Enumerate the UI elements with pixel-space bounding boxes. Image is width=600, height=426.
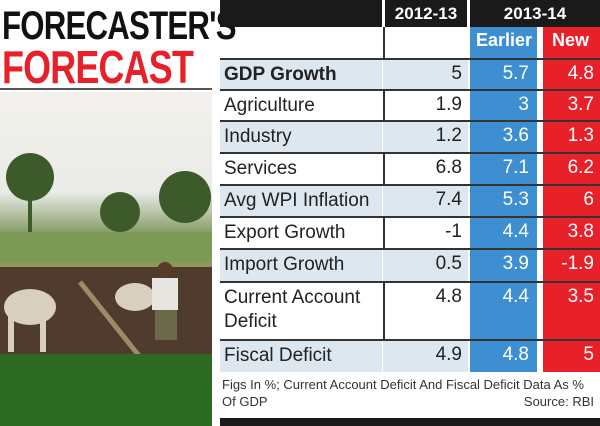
row-label: Current Account Deficit	[224, 287, 361, 332]
value-earlier: 3.9	[502, 253, 529, 274]
title-line-2: FORECAST	[2, 41, 194, 93]
value-2012-13: 0.5	[383, 250, 468, 281]
value-new: 5	[583, 344, 594, 365]
row-label: Import Growth	[220, 250, 382, 281]
value-new: 4.8	[567, 63, 594, 84]
value-2012-13: 1.2	[383, 122, 468, 152]
earlier-column-bg	[470, 27, 537, 372]
source-text: Source: RBI	[523, 394, 594, 409]
header-2013-14: 2013-14	[470, 0, 600, 27]
row-label: Fiscal Deficit	[220, 341, 382, 372]
value-new: -1.9	[561, 253, 594, 274]
value-new: 3.7	[567, 94, 594, 115]
value-2012-13: 6.8	[435, 157, 462, 178]
table-row: Export Growth -1 4.4 3.8	[220, 216, 600, 248]
value-new: 6	[583, 189, 594, 210]
value-2012-13: 4.8	[435, 286, 462, 307]
subheader-earlier: Earlier	[476, 30, 533, 50]
new-column-bg	[543, 27, 600, 372]
table-row: Current Account Deficit 4.8 4.4 3.5	[220, 281, 600, 339]
row-label: GDP Growth	[220, 60, 382, 89]
row-label: Agriculture	[224, 95, 315, 116]
value-new: 1.3	[567, 125, 594, 146]
value-earlier: 5.3	[502, 189, 529, 210]
value-2012-13: 4.9	[383, 341, 468, 372]
farmer-ploughing-photo	[0, 92, 212, 426]
table-row: Import Growth 0.5 3.9 -1.9	[220, 248, 600, 281]
value-new: 3.5	[567, 286, 594, 307]
value-earlier: 4.8	[502, 344, 529, 365]
table-row: Agriculture 1.9 3 3.7	[220, 89, 600, 120]
value-earlier: 5.7	[502, 63, 529, 84]
value-new: 6.2	[567, 157, 594, 178]
value-earlier: 4.4	[502, 221, 529, 242]
note-text: Figs In %; Current Account Deficit And F…	[222, 377, 584, 409]
table-row: GDP Growth 5 5.7 4.8	[220, 58, 600, 89]
value-2012-13: -1	[445, 221, 462, 242]
row-label: Services	[224, 158, 297, 179]
title-divider	[0, 88, 212, 90]
value-earlier: 3	[518, 94, 529, 115]
bottom-bar	[220, 418, 600, 426]
table-row: Avg WPI Inflation 7.4 5.3 6	[220, 184, 600, 216]
table-row: Industry 1.2 3.6 1.3	[220, 120, 600, 152]
value-earlier: 3.6	[502, 125, 529, 146]
value-2012-13: 5	[383, 60, 468, 89]
forecast-table: 2012-13 2013-14 Earlier New GDP Growth 5 5…	[220, 0, 600, 426]
row-label: Industry	[220, 122, 382, 152]
header-2012-13: 2012-13	[385, 0, 467, 27]
subheader-new: New	[552, 30, 590, 50]
table-row: Services 6.8 7.1 6.2	[220, 152, 600, 184]
title-line-1: FORECASTER'S	[2, 4, 237, 48]
footnote: Figs In %; Current Account Deficit And F…	[222, 376, 598, 410]
header-blank	[220, 0, 382, 27]
value-earlier: 4.4	[502, 286, 529, 307]
row-label: Avg WPI Inflation	[220, 186, 382, 216]
value-2012-13: 1.9	[435, 94, 462, 115]
row-label: Export Growth	[224, 222, 346, 243]
value-2012-13: 7.4	[383, 186, 468, 216]
value-earlier: 7.1	[502, 157, 529, 178]
value-new: 3.8	[567, 221, 594, 242]
table-row: Fiscal Deficit 4.9 4.8 5	[220, 339, 600, 372]
